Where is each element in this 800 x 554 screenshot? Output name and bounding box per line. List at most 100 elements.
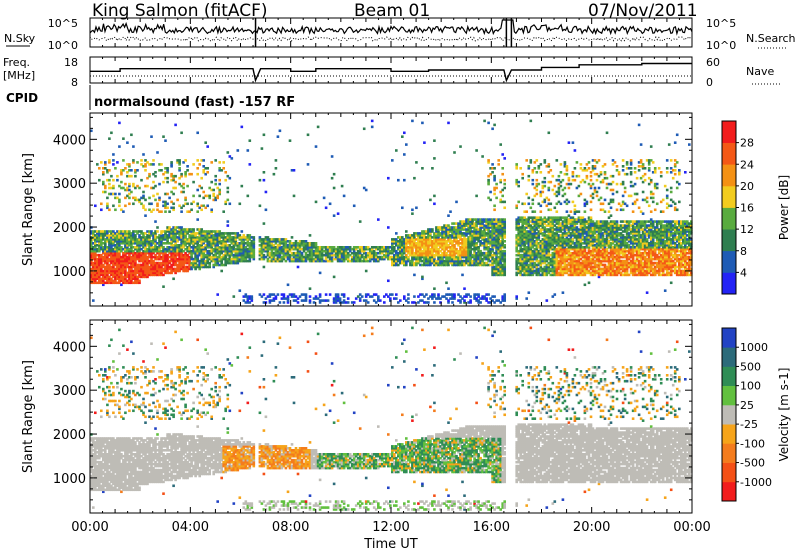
power-cell	[535, 242, 539, 245]
power-cell	[316, 247, 320, 251]
power-cell	[529, 259, 533, 263]
power-cell	[108, 159, 111, 162]
power-cell	[495, 251, 498, 255]
power-cell	[98, 277, 101, 281]
power-cell	[547, 230, 551, 233]
power-cell	[340, 184, 344, 188]
power-cell	[360, 259, 364, 263]
power-cell	[395, 255, 398, 259]
power-cell	[459, 255, 462, 259]
power-cell	[116, 249, 119, 253]
power-cell	[248, 253, 252, 257]
power-cell	[465, 246, 468, 249]
power-cell	[445, 224, 448, 227]
power-cell	[322, 253, 326, 257]
power-cell	[517, 230, 521, 233]
power-cell	[453, 151, 456, 154]
power-cell	[100, 263, 103, 267]
power-cell	[381, 255, 384, 259]
power-cell	[403, 178, 406, 182]
power-cell	[575, 263, 579, 267]
power-cell	[268, 253, 272, 257]
power-cell	[284, 244, 288, 247]
power-cell	[553, 257, 557, 261]
power-cell	[473, 230, 476, 233]
power-cell	[200, 159, 204, 162]
power-cell	[557, 230, 561, 233]
power-cell	[174, 236, 177, 239]
power-cell	[565, 228, 569, 231]
power-cell	[234, 242, 238, 245]
power-cell	[364, 247, 368, 251]
power-cell	[180, 190, 183, 194]
power-cell	[130, 277, 133, 281]
power-cell	[559, 163, 563, 166]
power-cell	[521, 240, 525, 243]
power-cell	[96, 240, 99, 243]
power-cell	[140, 253, 143, 257]
power-cell	[158, 234, 161, 237]
power-cell	[407, 297, 410, 300]
power-cell	[236, 259, 240, 263]
power-cell	[495, 238, 498, 241]
power-cell	[569, 210, 573, 213]
power-cell	[230, 232, 234, 235]
power-cell	[567, 141, 571, 144]
power-cell	[154, 236, 157, 239]
power-cell	[126, 141, 129, 144]
power-cell	[134, 265, 137, 269]
power-cell	[407, 246, 410, 249]
power-cell	[451, 301, 454, 304]
power-cell	[136, 279, 139, 283]
power-cell	[499, 226, 503, 229]
power-cell	[94, 261, 97, 265]
power-cell	[224, 263, 228, 267]
power-cell	[461, 249, 464, 253]
power-cell	[276, 253, 280, 257]
power-cell	[180, 131, 183, 135]
power-cell	[94, 247, 97, 251]
power-cell	[94, 234, 97, 237]
power-cell	[459, 236, 462, 239]
power-cell	[489, 198, 492, 202]
power-cell	[214, 244, 218, 247]
power-cell	[116, 178, 119, 182]
power-cell	[320, 255, 324, 259]
power-cell	[104, 184, 107, 188]
power-cell	[290, 295, 294, 298]
power-cell	[479, 297, 482, 300]
power-cell	[479, 234, 482, 237]
power-cell	[152, 261, 155, 265]
power-cell	[184, 255, 187, 259]
power-cell	[461, 253, 464, 257]
power-cell	[292, 255, 296, 259]
power-cell	[194, 267, 197, 271]
power-cell	[473, 242, 476, 245]
power-cell	[294, 251, 298, 255]
power-cell	[316, 246, 320, 249]
power-cell	[218, 247, 222, 251]
power-cell	[166, 236, 169, 239]
power-cell	[479, 242, 482, 245]
power-cell	[134, 269, 137, 273]
power-cell	[128, 244, 131, 247]
power-cell	[122, 169, 125, 172]
power-cell	[497, 267, 501, 271]
power-cell	[358, 299, 362, 302]
power-cell	[551, 228, 555, 231]
power-cell	[495, 261, 498, 265]
power-cell	[226, 190, 230, 194]
power-cell	[122, 265, 125, 269]
power-cell	[152, 249, 155, 253]
power-cell	[491, 265, 494, 269]
power-cell	[110, 249, 113, 253]
power-cell	[100, 240, 103, 243]
power-cell	[98, 249, 101, 253]
power-cell	[499, 230, 503, 233]
power-cell	[270, 247, 274, 251]
power-cell	[549, 257, 553, 261]
power-cell	[487, 222, 490, 225]
power-cell	[306, 244, 310, 247]
power-cell	[503, 267, 507, 271]
power-cell	[471, 218, 474, 221]
